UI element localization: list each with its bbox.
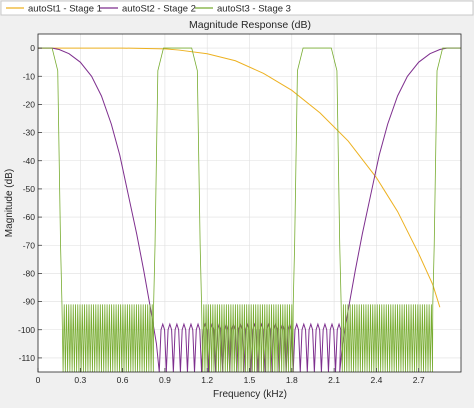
y-tick-label: -40: [23, 156, 36, 166]
legend-label-stage-1: autoSt1 - Stage 1: [28, 4, 102, 15]
y-tick-label: -90: [23, 297, 36, 307]
y-tick-label: -20: [23, 99, 36, 109]
y-axis-label: Magnitude (dB): [4, 169, 15, 237]
legend-label-stage-3: autoSt3 - Stage 3: [217, 4, 291, 15]
x-tick-label: 2.4: [370, 375, 382, 385]
y-tick-label: -60: [23, 212, 36, 222]
x-tick-label: 0.9: [159, 375, 171, 385]
x-tick-label: 1.2: [201, 375, 213, 385]
y-tick-label: 0: [30, 43, 35, 53]
x-tick-label: 1.5: [244, 375, 256, 385]
x-tick-label: 2.1: [328, 375, 340, 385]
x-tick-label: 1.8: [286, 375, 298, 385]
series-line-stage-1: [38, 47, 441, 308]
y-tick-label: -110: [19, 353, 36, 363]
series-line-stage-3: [38, 47, 461, 372]
x-tick-label: 0: [36, 375, 41, 385]
legend: autoSt1 - Stage 1 autoSt2 - Stage 2 auto…: [0, 0, 474, 16]
legend-label-stage-2: autoSt2 - Stage 2: [122, 4, 196, 15]
x-tick-label: 0.3: [74, 375, 86, 385]
y-tick-label: -50: [23, 184, 36, 194]
y-tick-label: -70: [23, 240, 36, 250]
chart-title: Magnitude Response (dB): [189, 19, 311, 31]
series-layer: [38, 47, 461, 372]
x-axis-label: Frequency (kHz): [213, 389, 287, 400]
tick-layer: 0 0.3 0.6 0.9 1.2 1.5 1.8 2.1 2.4 2.7 0 -10 -20 -30 -4…: [18, 43, 425, 385]
x-tick-label: 0.6: [117, 375, 129, 385]
legend-box: [0, 0, 474, 16]
y-tick-label: -80: [23, 268, 36, 278]
y-tick-label: -10: [23, 71, 36, 81]
x-tick-label: 2.7: [413, 375, 425, 385]
y-tick-label: -100: [18, 325, 35, 335]
y-tick-label: -30: [23, 128, 36, 138]
